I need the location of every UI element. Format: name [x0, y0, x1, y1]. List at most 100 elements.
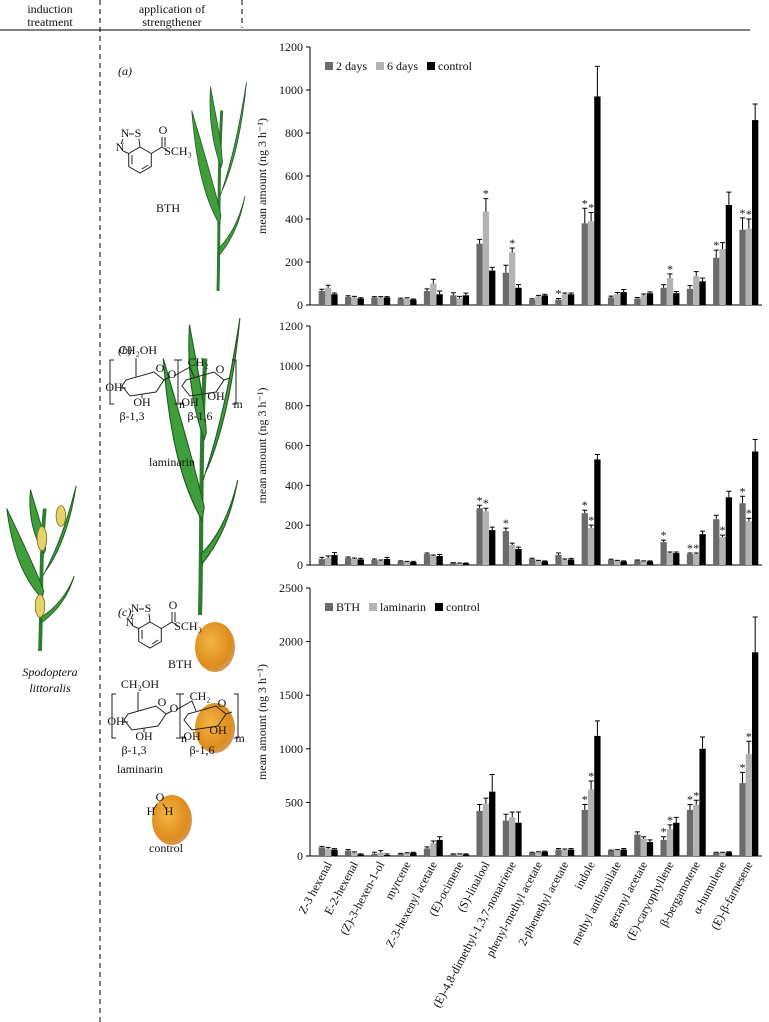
bar: [719, 537, 726, 565]
error-bar: [752, 103, 758, 121]
bar: [614, 850, 621, 856]
significance-mark: *: [661, 528, 667, 542]
bar: [561, 850, 568, 856]
bar: [410, 562, 417, 565]
bar: [713, 257, 720, 305]
error-bar: [529, 298, 535, 300]
bar: [450, 854, 457, 856]
bar: [482, 511, 490, 565]
y-tick-label: 800: [285, 126, 303, 140]
error-bar: [582, 509, 588, 514]
bar: [581, 223, 588, 305]
bar: [686, 554, 694, 565]
header: application of: [139, 2, 205, 16]
bar: [640, 295, 647, 305]
bar: [324, 287, 332, 305]
error-bar: [700, 736, 706, 749]
significance-mark: *: [693, 788, 699, 802]
bond: [141, 630, 159, 645]
bar: [351, 852, 358, 856]
bar: [331, 849, 338, 856]
error-bar: [555, 298, 561, 300]
error-bar: [378, 559, 384, 562]
error-bar: [450, 292, 456, 296]
bar: [587, 528, 595, 565]
bar: [693, 554, 700, 565]
error-bar: [457, 853, 463, 855]
error-bar: [594, 453, 600, 460]
error-bar: [331, 847, 337, 850]
atom-label: n: [179, 397, 185, 411]
error-bar: [661, 284, 667, 288]
significance-mark: *: [740, 206, 746, 220]
bar: [666, 829, 674, 856]
error-bar: [568, 557, 574, 560]
bar: [462, 563, 470, 565]
bar: [456, 298, 463, 305]
error-bar: [437, 290, 443, 295]
error-bar: [477, 804, 483, 811]
legend-label: 6 days: [387, 59, 418, 73]
strengthener-name: control: [149, 841, 184, 855]
bar: [430, 556, 437, 565]
atom-label: O: [170, 701, 179, 715]
y-tick-label: 200: [285, 255, 303, 269]
error-bar: [384, 853, 390, 855]
error-bar: [720, 242, 726, 250]
y-tick-label: 200: [285, 518, 303, 532]
error-bar: [726, 191, 732, 206]
strengthener-name: laminarin: [149, 455, 195, 469]
atom-label: OH: [135, 729, 153, 743]
significance-mark: *: [588, 513, 594, 527]
bar: [594, 735, 601, 856]
error-bar: [450, 853, 456, 855]
atom-label: n: [181, 731, 187, 745]
bond: [180, 693, 239, 739]
x-tick-label: indole: [571, 859, 597, 892]
atom-label: OH: [209, 723, 227, 737]
atom-label: N: [126, 615, 135, 629]
bar: [739, 229, 746, 305]
bar: [752, 652, 759, 856]
legend-swatch: [369, 603, 377, 611]
atom-label: O: [218, 696, 227, 710]
error-bar: [345, 849, 351, 851]
error-bar: [608, 558, 614, 561]
bond: [130, 608, 151, 629]
y-tick-label: 1500: [279, 688, 303, 702]
error-bar: [713, 249, 719, 258]
error-bar: [542, 560, 548, 562]
error-bar: [661, 836, 667, 840]
strengthener-name: BTH: [168, 657, 192, 671]
bar: [357, 559, 364, 565]
error-bar: [358, 297, 364, 299]
error-bar: [641, 836, 647, 839]
bar: [693, 804, 700, 856]
bar: [745, 521, 753, 565]
error-bar: [358, 557, 364, 560]
error-bar: [483, 507, 489, 512]
bar: [397, 561, 404, 565]
y-tick-label: 0: [297, 849, 303, 863]
y-tick-label: 0: [297, 298, 303, 312]
bar: [357, 854, 364, 856]
bar: [713, 519, 720, 565]
error-bar: [562, 558, 568, 561]
error-bar: [555, 847, 561, 850]
bar: [607, 850, 615, 856]
bar: [725, 205, 733, 305]
error-bar: [351, 851, 357, 853]
atom-label: SCH₃: [174, 619, 202, 633]
legend-swatch: [325, 603, 333, 611]
panel-label: (b): [118, 343, 132, 357]
bar: [640, 561, 647, 565]
bond: [161, 612, 179, 629]
error-bar: [489, 526, 495, 531]
atom-label: O: [156, 790, 165, 804]
error-bar: [410, 298, 416, 300]
bond: [109, 359, 179, 405]
bond: [151, 137, 169, 154]
error-bar: [693, 271, 699, 276]
atom-label: β-1,3: [121, 743, 146, 757]
significance-mark: *: [713, 238, 719, 252]
